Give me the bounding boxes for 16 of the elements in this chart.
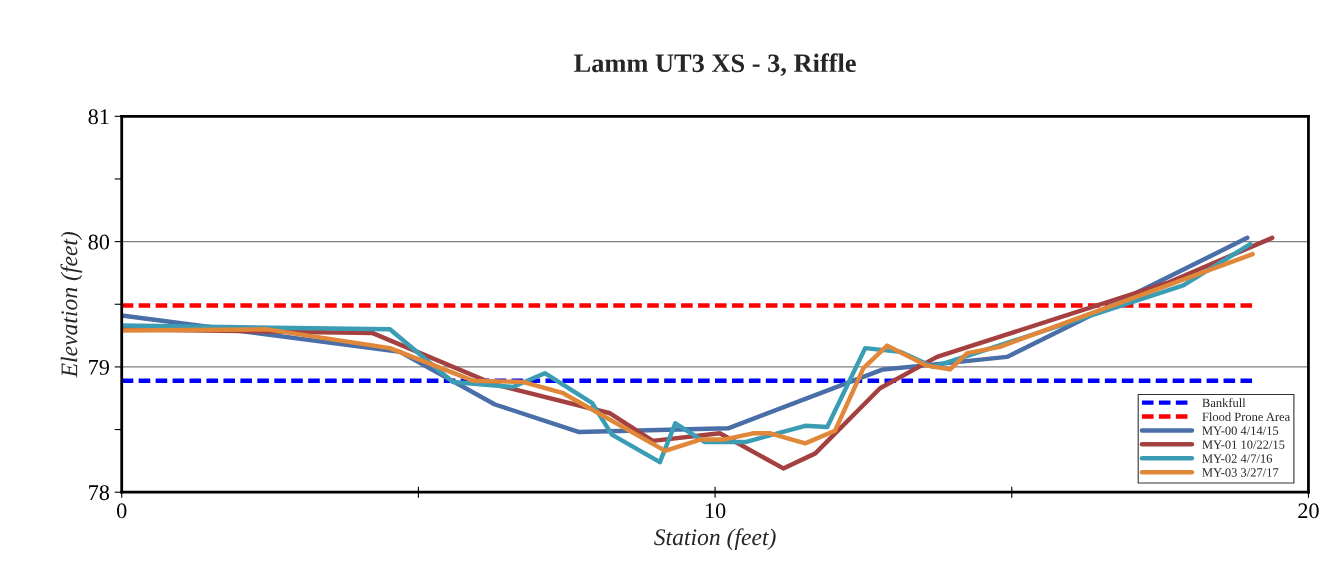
x-tick-label: 0 xyxy=(117,503,127,519)
y-tick-label: 78 xyxy=(89,485,110,501)
x-tick-label: 20 xyxy=(1298,503,1319,519)
legend-label: Bankfull xyxy=(1202,398,1246,408)
chart-title: Lamm UT3 XS - 3, Riffle xyxy=(574,53,856,76)
y-tick-label: 79 xyxy=(89,359,109,375)
legend-label: Flood Prone Area xyxy=(1202,412,1290,422)
legend-label: MY-00 4/14/15 xyxy=(1202,426,1279,435)
legend-label: MY-02 4/7/16 xyxy=(1202,454,1273,463)
legend-label: MY-03 3/27/17 xyxy=(1202,468,1279,477)
x-tick-label: 10 xyxy=(705,503,726,519)
y-tick-label: 80 xyxy=(88,234,110,250)
y-axis-title: Elevation (feet) xyxy=(60,231,83,378)
legend-label: MY-01 10/22/15 xyxy=(1202,440,1285,449)
y-tick-label: 81 xyxy=(88,109,109,125)
x-axis-title: Station (feet) xyxy=(654,528,776,550)
